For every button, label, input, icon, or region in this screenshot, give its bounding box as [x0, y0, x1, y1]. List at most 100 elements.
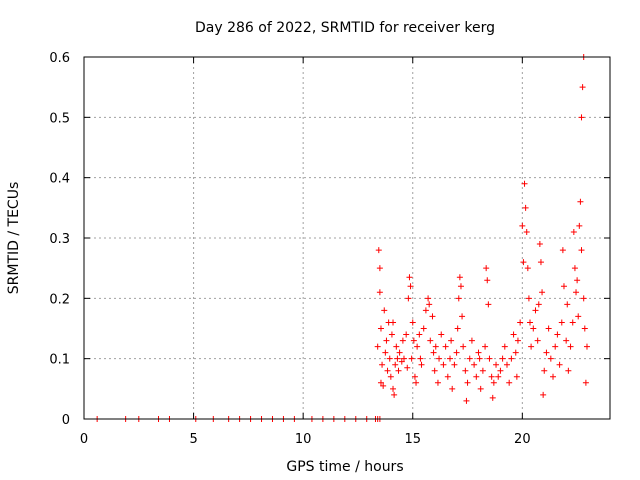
data-point — [376, 289, 383, 296]
data-point — [409, 319, 416, 326]
data-point — [380, 382, 387, 389]
data-point — [560, 283, 567, 290]
data-point — [522, 204, 529, 211]
y-tick-label: 0.6 — [49, 51, 70, 66]
data-point — [541, 367, 548, 374]
data-point — [386, 355, 393, 362]
data-point — [536, 241, 543, 248]
data-point — [581, 325, 588, 332]
data-point — [499, 355, 506, 362]
plot-frame — [83, 56, 611, 420]
data-point — [483, 265, 490, 272]
tick-labels: 0 5 10 15 20 0 0.1 0.2 0.3 0.4 0.5 0.6 — [49, 51, 530, 447]
data-point — [506, 379, 513, 386]
data-point — [485, 301, 492, 308]
data-point — [463, 397, 470, 404]
data-point — [559, 247, 566, 254]
y-axis-label: SRMTID / TECUs — [6, 182, 22, 295]
data-point — [407, 283, 414, 290]
x-tick-label: 15 — [404, 432, 421, 447]
data-point — [460, 343, 467, 350]
data-point — [517, 319, 524, 326]
data-point — [475, 349, 482, 356]
data-point — [493, 361, 500, 368]
data-point — [570, 228, 577, 235]
data-point — [530, 325, 537, 332]
data-point — [444, 373, 451, 380]
data-point — [400, 355, 407, 362]
y-tick-label: 0.4 — [49, 172, 70, 187]
data-point — [569, 319, 576, 326]
data-point — [395, 367, 402, 374]
data-point — [471, 361, 478, 368]
data-point — [578, 114, 585, 121]
data-point — [410, 337, 417, 344]
data-point — [418, 361, 425, 368]
data-point — [527, 319, 534, 326]
data-point — [477, 385, 484, 392]
x-tick-label: 5 — [189, 432, 197, 447]
data-point — [429, 313, 436, 320]
data-point — [486, 355, 493, 362]
data-point — [375, 247, 382, 254]
data-point — [451, 361, 458, 368]
data-point — [547, 355, 554, 362]
data-point — [390, 319, 397, 326]
data-point — [501, 343, 508, 350]
data-point — [403, 331, 410, 338]
data-point — [382, 349, 389, 356]
data-point — [455, 295, 462, 302]
data-point — [576, 222, 583, 229]
data-point — [473, 373, 480, 380]
data-point — [489, 394, 496, 401]
data-point — [512, 349, 519, 356]
data-point — [524, 265, 531, 272]
data-point — [582, 379, 589, 386]
data-point — [532, 307, 539, 314]
y-tick-label: 0.2 — [49, 292, 70, 307]
data-point — [379, 361, 386, 368]
data-point — [408, 355, 415, 362]
data-point — [495, 373, 502, 380]
data-point — [519, 222, 526, 229]
data-point — [497, 367, 504, 374]
data-point — [440, 361, 447, 368]
data-point — [550, 373, 557, 380]
data-point — [406, 274, 413, 281]
data-point — [438, 331, 445, 338]
data-point — [392, 361, 399, 368]
data-point — [457, 283, 464, 290]
y-tick-label: 0.1 — [49, 353, 70, 368]
data-point — [556, 361, 563, 368]
data-point — [405, 295, 412, 302]
data-point — [523, 228, 530, 235]
data-point — [381, 307, 388, 314]
data-point — [482, 343, 489, 350]
data-point — [431, 367, 438, 374]
data-point — [448, 337, 455, 344]
data-point — [539, 289, 546, 296]
data-point — [571, 265, 578, 272]
data-point — [449, 385, 456, 392]
data-point — [394, 355, 401, 362]
data-point — [578, 247, 585, 254]
data-point — [384, 367, 391, 374]
data-point — [490, 379, 497, 386]
data-point — [554, 331, 561, 338]
axis-ticks — [83, 56, 610, 420]
data-point — [583, 343, 590, 350]
data-point — [430, 349, 437, 356]
data-point — [396, 349, 403, 356]
data-point — [488, 373, 495, 380]
data-point — [575, 313, 582, 320]
x-tick-label: 20 — [514, 432, 531, 447]
data-point — [422, 307, 429, 314]
data-point — [454, 325, 461, 332]
data-point — [442, 343, 449, 350]
data-point — [399, 337, 406, 344]
chart-title: Day 286 of 2022, SRMTID for receiver ker… — [195, 20, 495, 36]
data-point — [521, 180, 528, 187]
data-point — [579, 84, 586, 91]
data-point — [567, 343, 574, 350]
